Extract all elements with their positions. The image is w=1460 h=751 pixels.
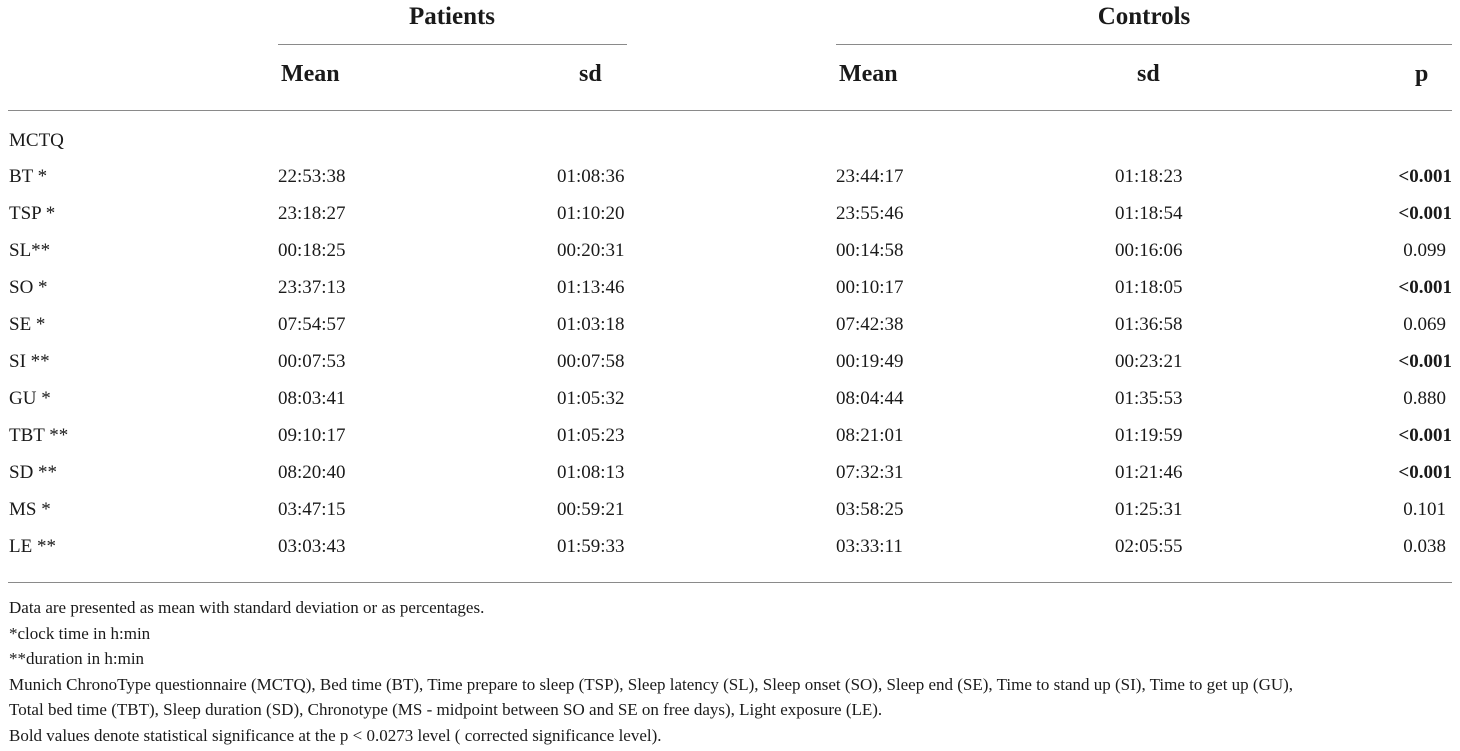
patients-sd-cell: 01:13:46 [557,277,625,298]
controls-mean-cell: 23:55:46 [836,203,904,224]
controls-sd-cell: 01:18:54 [1115,203,1183,224]
row-label: GU * [9,388,51,409]
table-row: LE ** 03:03:43 01:59:33 03:33:11 02:05:55 0.0… [0,536,1460,573]
patients-mean-cell: 03:47:15 [278,499,346,520]
p-value-cell: 0.101 [1403,499,1446,520]
column-header-patients-mean: Mean [281,61,340,87]
controls-mean-cell: 00:19:49 [836,351,904,372]
controls-sd-cell: 02:05:55 [1115,536,1183,557]
controls-sd-cell: 01:18:05 [1115,277,1183,298]
footnote-line: Total bed time (TBT), Sleep duration (SD… [9,700,883,719]
controls-mean-cell: 08:04:44 [836,388,904,409]
patients-sd-cell: 01:10:20 [557,203,625,224]
table-row: MS * 03:47:15 00:59:21 03:58:25 01:25:31 0.10… [0,499,1460,536]
group-rule-controls [836,44,1452,45]
patients-sd-cell: 01:08:13 [557,462,625,483]
row-label: LE ** [9,536,56,557]
column-header-p: p [1415,61,1429,87]
controls-sd-cell: 01:19:59 [1115,425,1183,446]
row-label: BT * [9,166,48,187]
patients-mean-cell: 00:07:53 [278,351,346,372]
patients-sd-cell: 00:59:21 [557,499,625,520]
footnote-line: Bold values denote statistical significa… [9,725,662,745]
p-value-cell: <0.001 [1398,166,1452,187]
patients-mean-cell: 22:53:38 [278,166,346,187]
p-value-cell: <0.001 [1398,277,1452,298]
patients-mean-cell: 07:54:57 [278,314,346,335]
p-value-cell: <0.001 [1398,203,1452,224]
table-row: GU * 08:03:41 01:05:32 08:04:44 01:35:53 0.88… [0,388,1460,425]
controls-sd-cell: 01:18:23 [1115,166,1183,187]
table-body: BT * 22:53:38 01:08:36 23:44:17 01:18:23 <0.0… [0,166,1460,573]
table-row: SE * 07:54:57 01:03:18 07:42:38 01:36:58 0.06… [0,314,1460,351]
patients-mean-cell: 23:18:27 [278,203,346,224]
column-header-controls-sd: sd [1137,61,1160,87]
controls-mean-cell: 07:32:31 [836,462,904,483]
controls-sd-cell: 00:16:06 [1115,240,1183,261]
table-bottom-rule [8,582,1452,583]
controls-mean-cell: 07:42:38 [836,314,904,335]
table-row: BT * 22:53:38 01:08:36 23:44:17 01:18:23 <0.0… [0,166,1460,203]
column-header-patients-sd: sd [579,61,602,87]
table-row: TSP * 23:18:27 01:10:20 23:55:46 01:18:54 <0.… [0,203,1460,240]
row-label: TSP * [9,203,56,224]
patients-mean-cell: 03:03:43 [278,536,346,557]
patients-mean-cell: 23:37:13 [278,277,346,298]
patients-mean-cell: 08:03:41 [278,388,346,409]
patients-sd-cell: 00:07:58 [557,351,625,372]
patients-sd-cell: 01:03:18 [557,314,625,335]
controls-mean-cell: 00:14:58 [836,240,904,261]
controls-sd-cell: 01:25:31 [1115,499,1183,520]
controls-mean-cell: 03:33:11 [836,536,903,557]
footnote-line: Data are presented as mean with standard… [9,598,485,617]
row-label: SI ** [9,351,50,372]
footnote-line: Munich ChronoType questionnaire (MCTQ), … [9,674,1294,694]
table-row: TBT ** 09:10:17 01:05:23 08:21:01 01:19:59 <0… [0,425,1460,462]
patients-sd-cell: 01:59:33 [557,536,625,557]
patients-mean-cell: 08:20:40 [278,462,346,483]
controls-sd-cell: 01:35:53 [1115,388,1183,409]
footnote-line: **duration in h:min [9,649,145,668]
row-label: SO * [9,277,48,298]
table-row: SO * 23:37:13 01:13:46 00:10:17 01:18:05 <0.0… [0,277,1460,314]
controls-mean-cell: 08:21:01 [836,425,904,446]
controls-mean-cell: 00:10:17 [836,277,904,298]
controls-sd-cell: 00:23:21 [1115,351,1183,372]
row-label: TBT ** [9,425,69,446]
p-value-cell: <0.001 [1398,462,1452,483]
p-value-cell: 0.038 [1403,536,1446,557]
patients-mean-cell: 09:10:17 [278,425,346,446]
p-value-cell: 0.069 [1403,314,1446,335]
patients-sd-cell: 01:05:32 [557,388,625,409]
group-rule-patients [278,44,627,45]
table-row: SL** 00:18:25 00:20:31 00:14:58 00:16:06 0.09… [0,240,1460,277]
footnote-line: *clock time in h:min [9,623,151,643]
patients-sd-cell: 00:20:31 [557,240,625,261]
p-value-cell: 0.880 [1403,388,1446,409]
header-rule [8,110,1452,111]
group-header-patients: Patients [408,3,496,30]
column-header-controls-mean: Mean [839,61,898,87]
row-label: SD ** [9,462,58,483]
p-value-cell: <0.001 [1398,425,1452,446]
row-label: SE * [9,314,46,335]
controls-sd-cell: 01:21:46 [1115,462,1183,483]
controls-sd-cell: 01:36:58 [1115,314,1183,335]
controls-mean-cell: 03:58:25 [836,499,904,520]
table-row: SI ** 00:07:53 00:07:58 00:19:49 00:23:21 <0.… [0,351,1460,388]
row-label: SL** [9,240,51,261]
row-label: MS * [9,499,51,520]
patients-sd-cell: 01:05:23 [557,425,625,446]
patients-mean-cell: 00:18:25 [278,240,346,261]
group-header-controls: Controls [1097,3,1191,30]
section-label: MCTQ [9,130,64,151]
table-footnotes: Data are presented as mean with standard… [9,595,1293,748]
p-value-cell: 0.099 [1403,240,1446,261]
p-value-cell: <0.001 [1398,351,1452,372]
controls-mean-cell: 23:44:17 [836,166,904,187]
patients-sd-cell: 01:08:36 [557,166,625,187]
table-row: SD ** 08:20:40 01:08:13 07:32:31 01:21:46 <0.… [0,462,1460,499]
